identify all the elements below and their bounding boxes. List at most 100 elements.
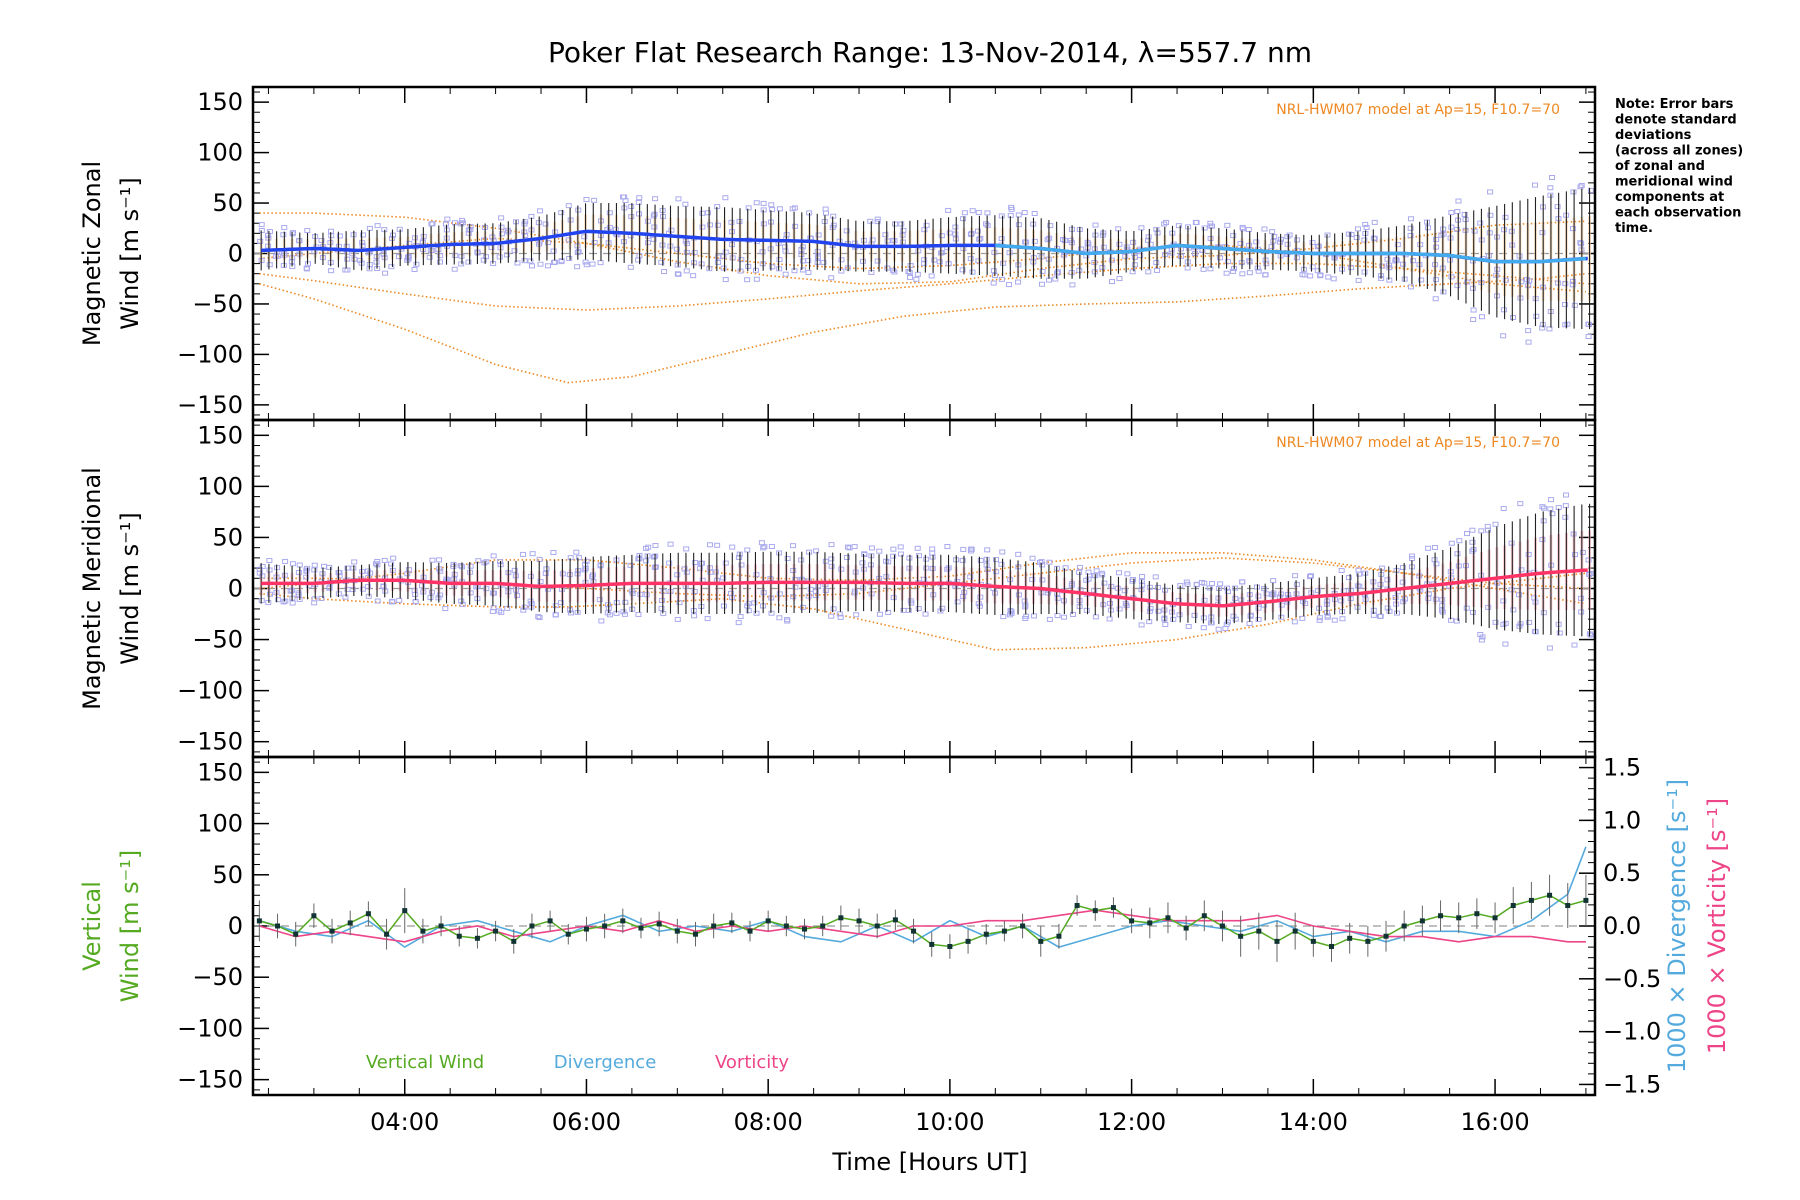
zone-sample	[1106, 616, 1113, 622]
zone-sample	[1399, 579, 1406, 585]
zone-sample	[1571, 642, 1578, 648]
zone-sample	[738, 257, 745, 263]
y-tick-label: 0	[228, 912, 243, 940]
zone-sample	[511, 567, 518, 573]
note-line: components at	[1615, 190, 1724, 205]
zone-sample	[496, 559, 503, 565]
zone-sample	[1556, 630, 1563, 636]
zone-sample	[805, 270, 812, 276]
zone-sample	[1207, 220, 1214, 226]
zone-sample	[1115, 570, 1122, 576]
zone-sample	[1108, 257, 1115, 263]
zone-sample	[1015, 222, 1022, 228]
y2-tick-label: 1.5	[1603, 754, 1641, 782]
vertical-wind-point	[256, 918, 262, 924]
zone-sample	[1100, 244, 1107, 250]
zone-sample	[820, 259, 827, 265]
zone-sample	[1338, 598, 1345, 604]
zone-sample	[650, 213, 657, 219]
zone-sample	[1353, 235, 1360, 241]
zone-sample	[1478, 528, 1485, 534]
zone-sample	[1502, 277, 1509, 283]
zone-sample	[557, 600, 564, 606]
vertical-wind-point	[1310, 938, 1316, 944]
zone-sample	[544, 263, 551, 269]
zone-sample	[1407, 216, 1414, 222]
zone-sample	[923, 222, 930, 228]
vertical-wind-point	[275, 923, 281, 929]
zone-sample	[511, 248, 518, 254]
zone-sample	[1200, 625, 1207, 631]
zone-sample	[1008, 206, 1015, 212]
zone-sample	[498, 215, 505, 221]
zone-sample	[652, 196, 659, 202]
y-tick-label: 50	[212, 861, 243, 889]
zone-sample	[1361, 237, 1368, 243]
zone-sample	[596, 597, 603, 603]
zone-sample	[706, 542, 713, 548]
zone-sample	[1432, 277, 1439, 283]
zone-sample	[699, 210, 706, 216]
zone-sample	[550, 549, 557, 555]
zone-sample	[636, 195, 643, 201]
zone-sample	[1215, 626, 1222, 632]
y-tick-label: 100	[197, 139, 243, 167]
zone-sample	[1470, 307, 1477, 313]
zone-sample	[867, 218, 874, 224]
zone-sample	[683, 569, 690, 575]
zone-sample	[295, 569, 302, 575]
zone-sample	[336, 573, 343, 579]
zone-sample	[674, 616, 681, 622]
zone-sample	[1230, 268, 1237, 274]
zone-sample	[1232, 616, 1239, 622]
zone-sample	[627, 264, 634, 270]
zone-sample	[975, 601, 982, 607]
zone-sample	[1046, 616, 1053, 622]
zone-sample	[1154, 584, 1161, 590]
y-axis-label: Magnetic Zonal	[78, 161, 106, 346]
zone-sample	[683, 249, 690, 255]
zone-sample	[776, 206, 783, 212]
zone-sample	[1448, 210, 1455, 216]
zone-sample	[1407, 232, 1414, 238]
zone-sample	[1394, 242, 1401, 248]
zone-sample	[675, 271, 682, 277]
zone-sample	[720, 575, 727, 581]
zone-sample	[683, 546, 690, 552]
zone-sample	[776, 257, 783, 263]
zone-sample	[1046, 559, 1053, 565]
zone-sample	[876, 611, 883, 617]
zone-sample	[683, 268, 690, 274]
zone-sample	[1432, 296, 1439, 302]
zone-sample	[459, 220, 466, 226]
zone-sample	[753, 200, 760, 206]
zone-sample	[1101, 580, 1108, 586]
zone-sample	[1485, 527, 1492, 533]
zone-sample	[289, 600, 296, 606]
zone-sample	[1108, 583, 1115, 589]
zone-sample	[913, 276, 920, 282]
zone-sample	[1223, 270, 1230, 276]
zone-sample	[790, 594, 797, 600]
zone-sample	[712, 569, 719, 575]
zone-sample	[876, 548, 883, 554]
zone-sample	[843, 554, 850, 560]
zone-sample	[303, 266, 310, 272]
zone-sample	[522, 219, 529, 225]
zone-sample	[898, 221, 905, 227]
zone-sample	[828, 542, 835, 548]
zone-sample	[990, 280, 997, 286]
zone-sample	[1485, 604, 1492, 610]
zone-sample	[328, 233, 335, 239]
chart-title: Poker Flat Research Range: 13-Nov-2014, …	[548, 36, 1312, 69]
zone-sample	[1262, 272, 1269, 278]
zone-sample	[1425, 595, 1432, 601]
zone-sample	[1525, 339, 1532, 345]
zone-sample	[1062, 565, 1069, 571]
zone-sample	[961, 210, 968, 216]
zone-sample	[999, 549, 1006, 555]
x-tick-label: 14:00	[1279, 1108, 1348, 1136]
zone-sample	[652, 564, 659, 570]
zone-sample	[257, 238, 264, 244]
zone-sample	[1307, 273, 1314, 279]
